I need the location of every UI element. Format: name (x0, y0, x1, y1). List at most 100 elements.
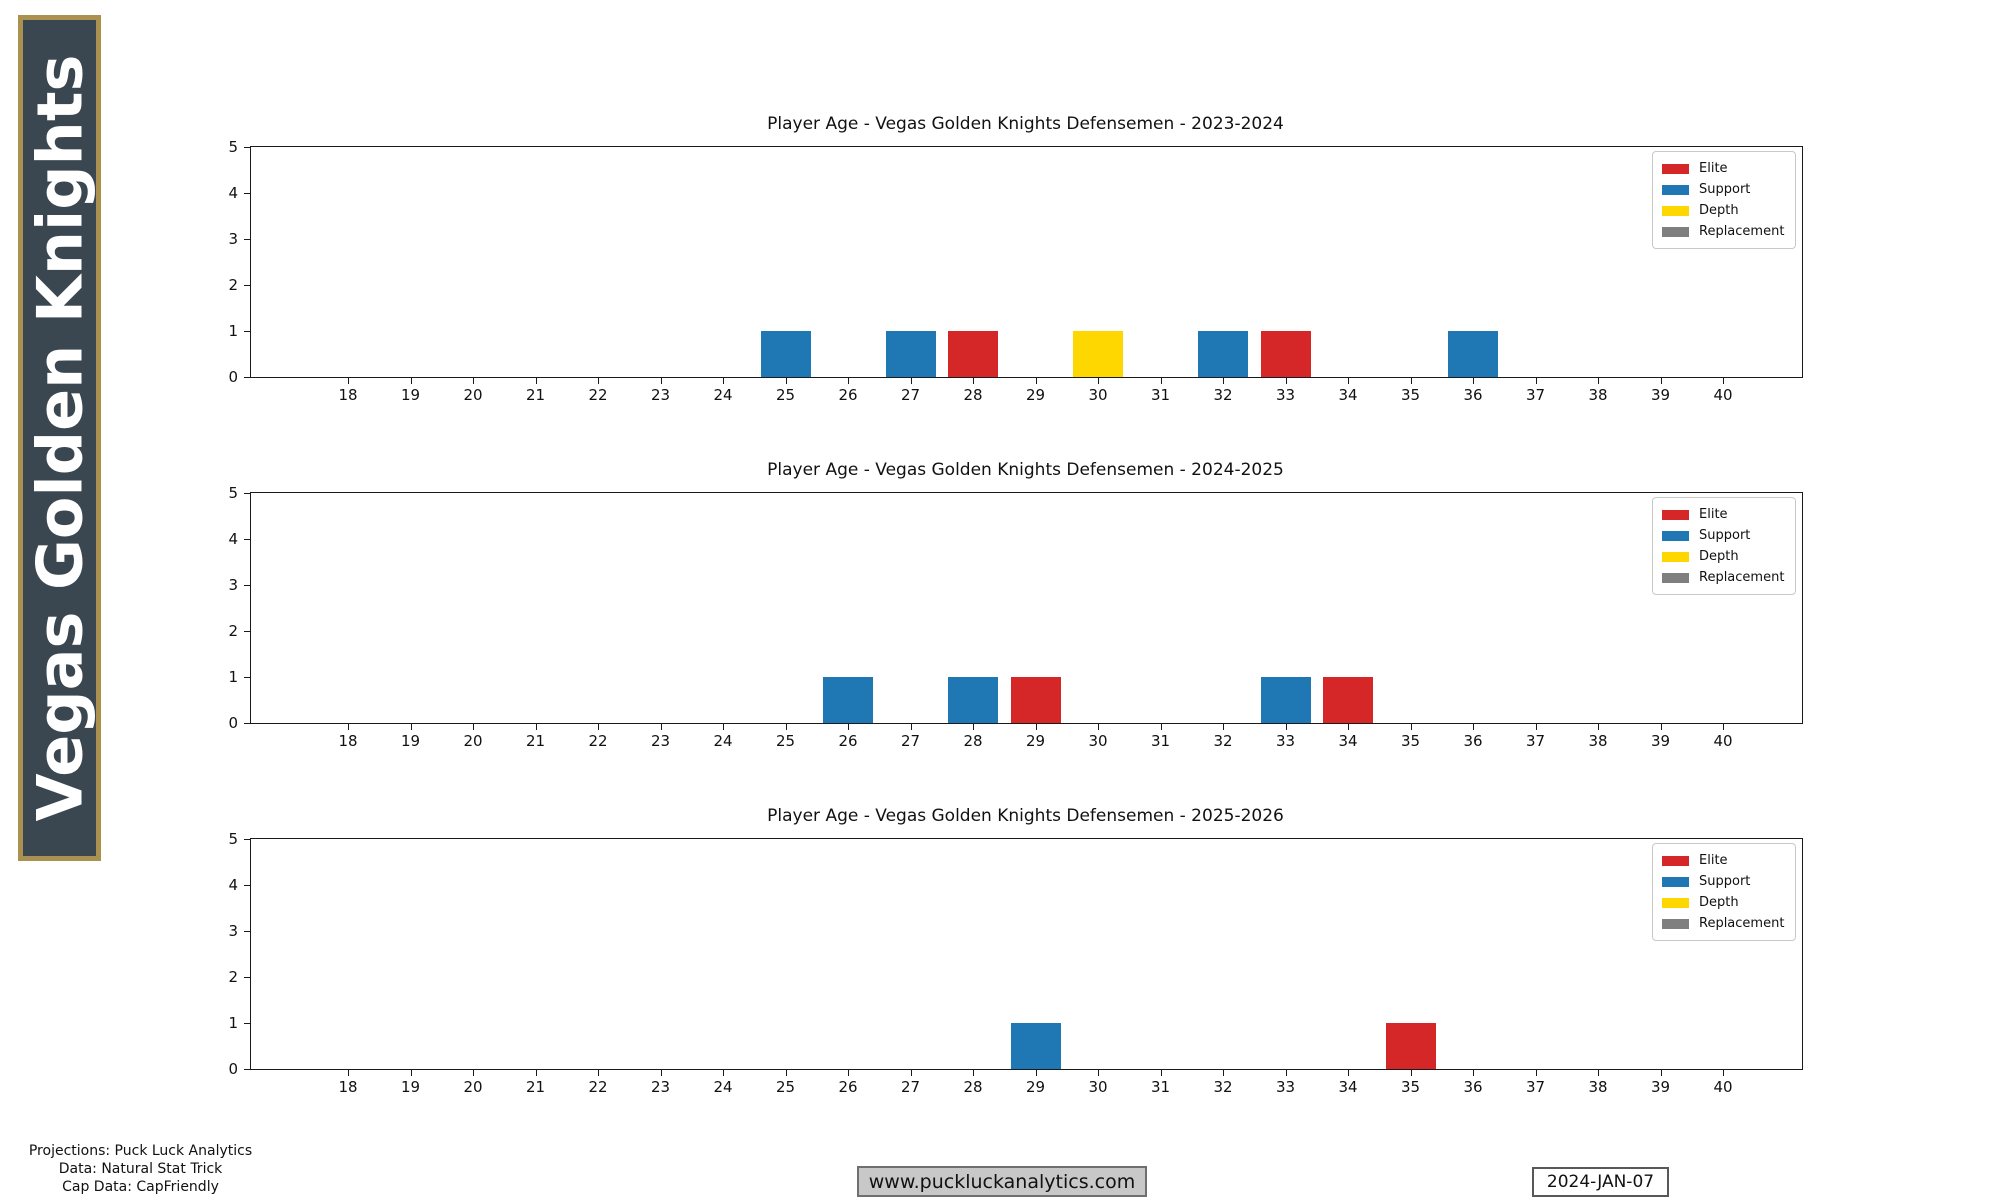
legend-label: Support (1699, 182, 1751, 197)
x-tick-label: 33 (1275, 732, 1296, 750)
bar-age-29-elite (1010, 677, 1061, 723)
legend-label: Replacement (1699, 570, 1785, 585)
x-tick-label: 38 (1588, 1078, 1608, 1096)
x-tick-mark (1660, 378, 1662, 384)
x-tick-label: 28 (963, 386, 983, 404)
x-tick-mark (910, 724, 912, 730)
x-tick-label: 33 (1275, 1078, 1296, 1096)
y-tick-mark (244, 676, 250, 678)
x-tick-label: 39 (1650, 386, 1671, 404)
x-tick-label: 20 (463, 1078, 483, 1096)
x-tick-mark (1285, 1070, 1287, 1076)
x-tick-label: 38 (1588, 386, 1608, 404)
y-tick-label: 1 (228, 1014, 238, 1032)
legend-row-support: Support (1662, 179, 1786, 200)
x-tick-label: 22 (588, 386, 608, 404)
x-tick-mark (348, 724, 349, 730)
website-badge: www.puckluckanalytics.com (857, 1166, 1147, 1197)
y-tick-mark (244, 376, 250, 378)
legend-label: Depth (1699, 895, 1739, 910)
x-tick-mark (973, 724, 974, 730)
x-tick-mark (1160, 378, 1162, 384)
x-tick-mark (473, 378, 474, 384)
bar-age-33-elite (1260, 331, 1311, 377)
x-tick-label: 35 (1400, 1078, 1421, 1096)
x-tick-label: 19 (400, 732, 421, 750)
x-tick-label: 34 (1338, 386, 1358, 404)
y-tick-mark (244, 838, 250, 840)
x-tick-label: 22 (588, 732, 608, 750)
legend-swatch-replacement (1662, 226, 1689, 237)
legend-row-support: Support (1662, 525, 1786, 546)
x-tick-mark (1348, 378, 1349, 384)
x-tick-mark (598, 1070, 599, 1076)
x-tick-label: 26 (838, 732, 858, 750)
x-tick-mark (660, 378, 662, 384)
bar-age-29-support (1010, 1023, 1061, 1069)
x-tick-mark (1473, 724, 1474, 730)
x-tick-label: 37 (1525, 1078, 1546, 1096)
y-tick-mark (244, 976, 250, 978)
x-tick-mark (1598, 724, 1599, 730)
legend-swatch-depth (1662, 205, 1689, 216)
x-tick-label: 21 (525, 386, 546, 404)
x-tick-label: 18 (338, 732, 358, 750)
legend-swatch-replacement (1662, 572, 1689, 583)
y-tick-mark (244, 538, 250, 540)
x-tick-mark (348, 378, 349, 384)
x-tick-label: 25 (775, 1078, 796, 1096)
x-tick-mark (1348, 1070, 1349, 1076)
legend: Elite Support Depth Replacement (1652, 843, 1796, 941)
x-tick-mark (723, 724, 724, 730)
x-tick-mark (348, 1070, 349, 1076)
x-tick-label: 19 (400, 1078, 421, 1096)
x-tick-label: 37 (1525, 732, 1546, 750)
x-tick-mark (410, 724, 412, 730)
y-tick-mark (244, 330, 250, 332)
plot-area: 0 1 2 3 4 5 18 19 20 21 22 23 24 25 26 27 28 29 30 31 32 33 34… (228, 830, 1803, 1096)
x-tick-mark (1285, 724, 1287, 730)
legend-swatch-support (1662, 184, 1689, 195)
legend-label: Elite (1699, 853, 1728, 868)
x-tick-label: 35 (1400, 386, 1421, 404)
x-tick-mark (1473, 1070, 1474, 1076)
x-tick-label: 35 (1400, 732, 1421, 750)
x-tick-mark (1098, 378, 1099, 384)
bar-age-36-support (1448, 331, 1498, 377)
bar-age-28-elite (948, 331, 998, 377)
x-tick-label: 30 (1088, 732, 1108, 750)
y-tick-label: 4 (228, 184, 238, 202)
y-tick-label: 0 (228, 714, 238, 732)
x-tick-label: 32 (1213, 1078, 1233, 1096)
x-tick-label: 23 (650, 732, 671, 750)
legend-row-elite: Elite (1662, 158, 1786, 179)
y-tick-label: 4 (228, 530, 238, 548)
bar-age-30-depth (1073, 331, 1123, 377)
x-tick-label: 40 (1713, 732, 1733, 750)
legend-swatch-depth (1662, 897, 1689, 908)
x-tick-label: 40 (1713, 386, 1733, 404)
legend-swatch-depth (1662, 551, 1689, 562)
x-tick-label: 27 (900, 386, 921, 404)
legend-label: Elite (1699, 161, 1728, 176)
y-tick-mark (244, 930, 250, 932)
x-tick-label: 30 (1088, 1078, 1108, 1096)
x-tick-label: 36 (1463, 732, 1483, 750)
x-tick-label: 30 (1088, 386, 1108, 404)
y-tick-mark (244, 492, 250, 494)
legend-swatch-elite (1662, 509, 1689, 520)
x-tick-mark (1598, 1070, 1599, 1076)
x-tick-mark (723, 1070, 724, 1076)
chart-title: Player Age - Vegas Golden Knights Defens… (767, 460, 1284, 480)
bar-age-28-support (948, 677, 998, 723)
x-tick-label: 36 (1463, 1078, 1483, 1096)
bar-age-26-support (823, 677, 873, 723)
y-tick-mark (244, 630, 250, 632)
legend-row-depth: Depth (1662, 546, 1786, 567)
x-tick-mark (1035, 1070, 1037, 1076)
y-tick-label: 4 (228, 876, 238, 894)
legend-row-elite: Elite (1662, 504, 1786, 525)
x-tick-mark (785, 1070, 787, 1076)
x-tick-mark (473, 1070, 474, 1076)
legend-row-depth: Depth (1662, 892, 1786, 913)
